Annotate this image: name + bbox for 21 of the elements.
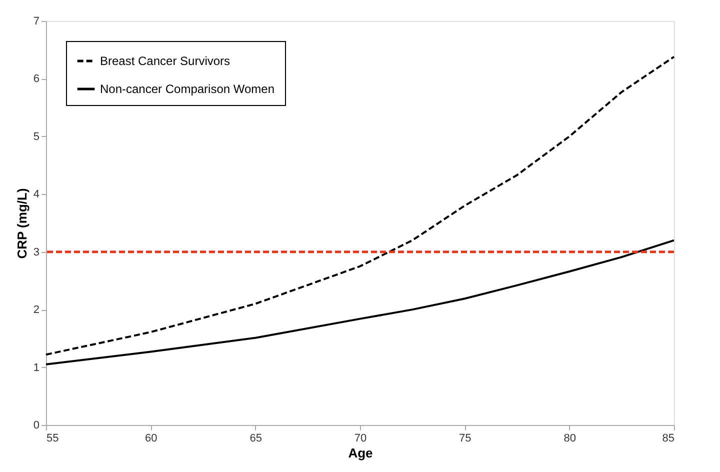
y-axis-title: CRP (mg/L) — [14, 188, 30, 259]
y-tick-label: 2 — [33, 304, 40, 316]
x-tick-label: 80 — [564, 432, 576, 444]
y-tick-label: 0 — [33, 420, 40, 432]
x-tick-label: 85 — [662, 432, 674, 444]
x-tick-label: 70 — [354, 432, 367, 444]
y-tick-label: 1 — [33, 362, 40, 374]
y-tick-label: 7 — [33, 16, 40, 28]
y-tick-label: 4 — [33, 188, 40, 201]
line-series — [45, 239, 675, 366]
legend-label: Breast Cancer Survivors — [100, 54, 230, 68]
line-series — [45, 56, 675, 356]
y-tick-label: 5 — [33, 130, 40, 143]
x-axis-title: Age — [348, 446, 373, 460]
x-tick-label: 65 — [250, 432, 262, 444]
legend-label: Non-cancer Comparison Women — [100, 82, 275, 96]
x-tick-label: 60 — [145, 432, 158, 444]
x-tick-label: 55 — [46, 432, 59, 444]
x-tick-label: 75 — [459, 432, 472, 444]
y-tick-label: 3 — [33, 246, 40, 258]
y-tick-label: 6 — [33, 73, 40, 86]
